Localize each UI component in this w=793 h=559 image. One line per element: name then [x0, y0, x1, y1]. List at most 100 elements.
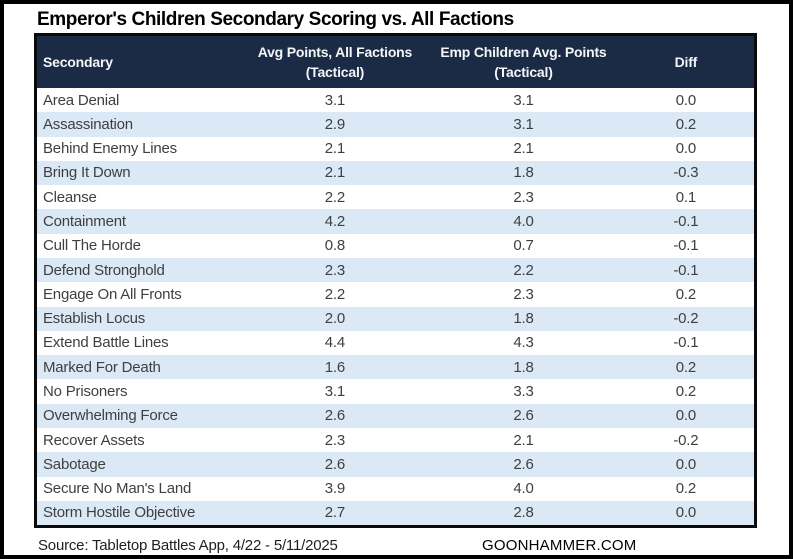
- diff-cell: 0.2: [675, 358, 696, 376]
- table-row: Secure No Man's Land 3.9 4.0 0.2: [37, 476, 754, 501]
- diff-cell: -0.3: [673, 164, 699, 182]
- emp-children-avg-cell: 2.1: [513, 140, 534, 158]
- secondary-cell: Behind Enemy Lines: [43, 140, 177, 158]
- emp-children-avg-cell: 2.1: [513, 431, 534, 449]
- diff-cell: 0.0: [675, 407, 696, 425]
- diff-cell: 0.0: [675, 140, 696, 158]
- table-row: Cleanse 2.2 2.3 0.1: [37, 185, 754, 210]
- all-factions-avg-cell: 2.9: [324, 115, 346, 133]
- secondary-cell: Cleanse: [43, 188, 97, 206]
- table-row: Area Denial 3.1 3.1 0.0: [37, 88, 754, 113]
- all-factions-avg-cell: 2.3: [324, 431, 346, 449]
- secondary-cell: Secure No Man's Land: [43, 480, 192, 498]
- table-row: Behind Enemy Lines 2.1 2.1 0.0: [37, 136, 754, 161]
- secondary-cell: Area Denial: [43, 91, 120, 109]
- emp-children-avg-cell: 1.8: [513, 358, 534, 376]
- diff-cell: -0.1: [673, 237, 699, 255]
- table-header-row: Secondary Avg Points, All Factions (Tactic…: [37, 36, 754, 88]
- column-header: Avg Points, All Factions (Tactical): [257, 43, 413, 80]
- all-factions-avg-cell: 4.2: [324, 213, 346, 231]
- secondary-cell: Engage On All Fronts: [43, 285, 182, 303]
- secondary-cell: Sabotage: [43, 455, 106, 473]
- table-row: Overwhelming Force 2.6 2.6 0.0: [37, 403, 754, 428]
- table-row: Containment 4.2 4.0 -0.1: [37, 209, 754, 234]
- all-factions-avg-cell: 2.6: [324, 407, 346, 425]
- emp-children-avg-cell: 3.1: [513, 115, 534, 133]
- all-factions-avg-cell: 4.4: [324, 334, 346, 352]
- emp-children-avg-cell: 2.2: [513, 261, 534, 279]
- secondary-cell: Cull The Horde: [43, 237, 141, 255]
- all-factions-avg-cell: 2.3: [324, 261, 346, 279]
- source-note: Source: Tabletop Battles App, 4/22 - 5/1…: [38, 537, 338, 554]
- diff-cell: 0.2: [675, 383, 696, 401]
- emp-children-avg-cell: 4.0: [513, 480, 534, 498]
- page-title: Emperor's Children Secondary Scoring vs.…: [37, 9, 514, 30]
- emp-children-avg-cell: 2.8: [513, 504, 534, 522]
- table-row: Sabotage 2.6 2.6 0.0: [37, 452, 754, 477]
- diff-cell: -0.1: [673, 261, 699, 279]
- all-factions-avg-cell: 2.2: [324, 188, 346, 206]
- secondary-cell: Containment: [43, 213, 126, 231]
- diff-cell: 0.2: [675, 285, 696, 303]
- table-row: Bring It Down 2.1 1.8 -0.3: [37, 160, 754, 186]
- emp-children-avg-cell: 3.3: [513, 383, 534, 401]
- all-factions-avg-cell: 2.0: [324, 310, 346, 328]
- diff-cell: 0.0: [675, 91, 696, 109]
- secondary-cell: Establish Locus: [43, 310, 146, 328]
- diff-cell: 0.1: [675, 188, 696, 206]
- secondary-cell: Storm Hostile Objective: [43, 504, 196, 522]
- all-factions-avg-cell: 3.1: [324, 383, 346, 401]
- secondary-cell: Marked For Death: [43, 358, 161, 376]
- diff-cell: -0.1: [673, 213, 699, 231]
- table-row: Establish Locus 2.0 1.8 -0.2: [37, 306, 754, 331]
- emp-children-avg-cell: 4.3: [513, 334, 534, 352]
- emp-children-avg-cell: 1.8: [513, 310, 534, 328]
- all-factions-avg-cell: 1.6: [324, 358, 346, 376]
- table-row: Recover Assets 2.3 2.1 -0.2: [37, 427, 754, 453]
- diff-cell: 0.0: [675, 455, 696, 473]
- diff-cell: -0.2: [673, 431, 699, 449]
- diff-cell: 0.2: [675, 115, 696, 133]
- diff-cell: -0.1: [673, 334, 699, 352]
- table-row: Extend Battle Lines 4.4 4.3 -0.1: [37, 330, 754, 356]
- secondary-cell: Bring It Down: [43, 164, 131, 182]
- secondary-cell: Recover Assets: [43, 431, 145, 449]
- emp-children-avg-cell: 2.3: [513, 285, 534, 303]
- emp-children-avg-cell: 0.7: [513, 237, 534, 255]
- all-factions-avg-cell: 2.7: [324, 504, 346, 522]
- table-row: Marked For Death 1.6 1.8 0.2: [37, 355, 754, 380]
- all-factions-avg-cell: 2.2: [324, 285, 346, 303]
- secondary-scoring-table: Secondary Avg Points, All Factions (Tactic…: [34, 33, 757, 528]
- emp-children-avg-cell: 3.1: [513, 91, 534, 109]
- all-factions-avg-cell: 3.1: [324, 91, 346, 109]
- secondary-cell: Overwhelming Force: [43, 407, 178, 425]
- table-row: Engage On All Fronts 2.2 2.3 0.2: [37, 282, 754, 307]
- secondary-cell: Assassination: [43, 115, 133, 133]
- footer: Source: Tabletop Battles App, 4/22 - 5/1…: [4, 535, 789, 555]
- column-header: Emp Children Avg. Points (Tactical): [440, 43, 607, 80]
- all-factions-avg-cell: 0.8: [324, 237, 346, 255]
- table-row: Defend Stronghold 2.3 2.2 -0.1: [37, 257, 754, 283]
- diff-cell: 0.2: [675, 480, 696, 498]
- column-header: Secondary: [43, 53, 113, 70]
- emp-children-avg-cell: 2.3: [513, 188, 534, 206]
- column-header: Diff: [674, 53, 698, 70]
- table-row: No Prisoners 3.1 3.3 0.2: [37, 379, 754, 404]
- brand-watermark: GOONHAMMER.COM: [482, 537, 637, 554]
- all-factions-avg-cell: 2.1: [324, 164, 346, 182]
- diff-cell: -0.2: [673, 310, 699, 328]
- emp-children-avg-cell: 2.6: [513, 455, 534, 473]
- table-body: Area Denial 3.1 3.1 0.0 Assassination 2.9 3.1 0…: [37, 88, 754, 526]
- secondary-cell: No Prisoners: [43, 383, 128, 401]
- all-factions-avg-cell: 2.6: [324, 455, 346, 473]
- table-row: Assassination 2.9 3.1 0.2: [37, 112, 754, 137]
- emp-children-avg-cell: 2.6: [513, 407, 534, 425]
- all-factions-avg-cell: 3.9: [324, 480, 346, 498]
- secondary-cell: Defend Stronghold: [43, 261, 165, 279]
- table-row: Cull The Horde 0.8 0.7 -0.1: [37, 233, 754, 258]
- emp-children-avg-cell: 1.8: [513, 164, 534, 182]
- diff-cell: 0.0: [675, 504, 696, 522]
- table-row: Storm Hostile Objective 2.7 2.8 0.0: [37, 500, 754, 526]
- all-factions-avg-cell: 2.1: [324, 140, 346, 158]
